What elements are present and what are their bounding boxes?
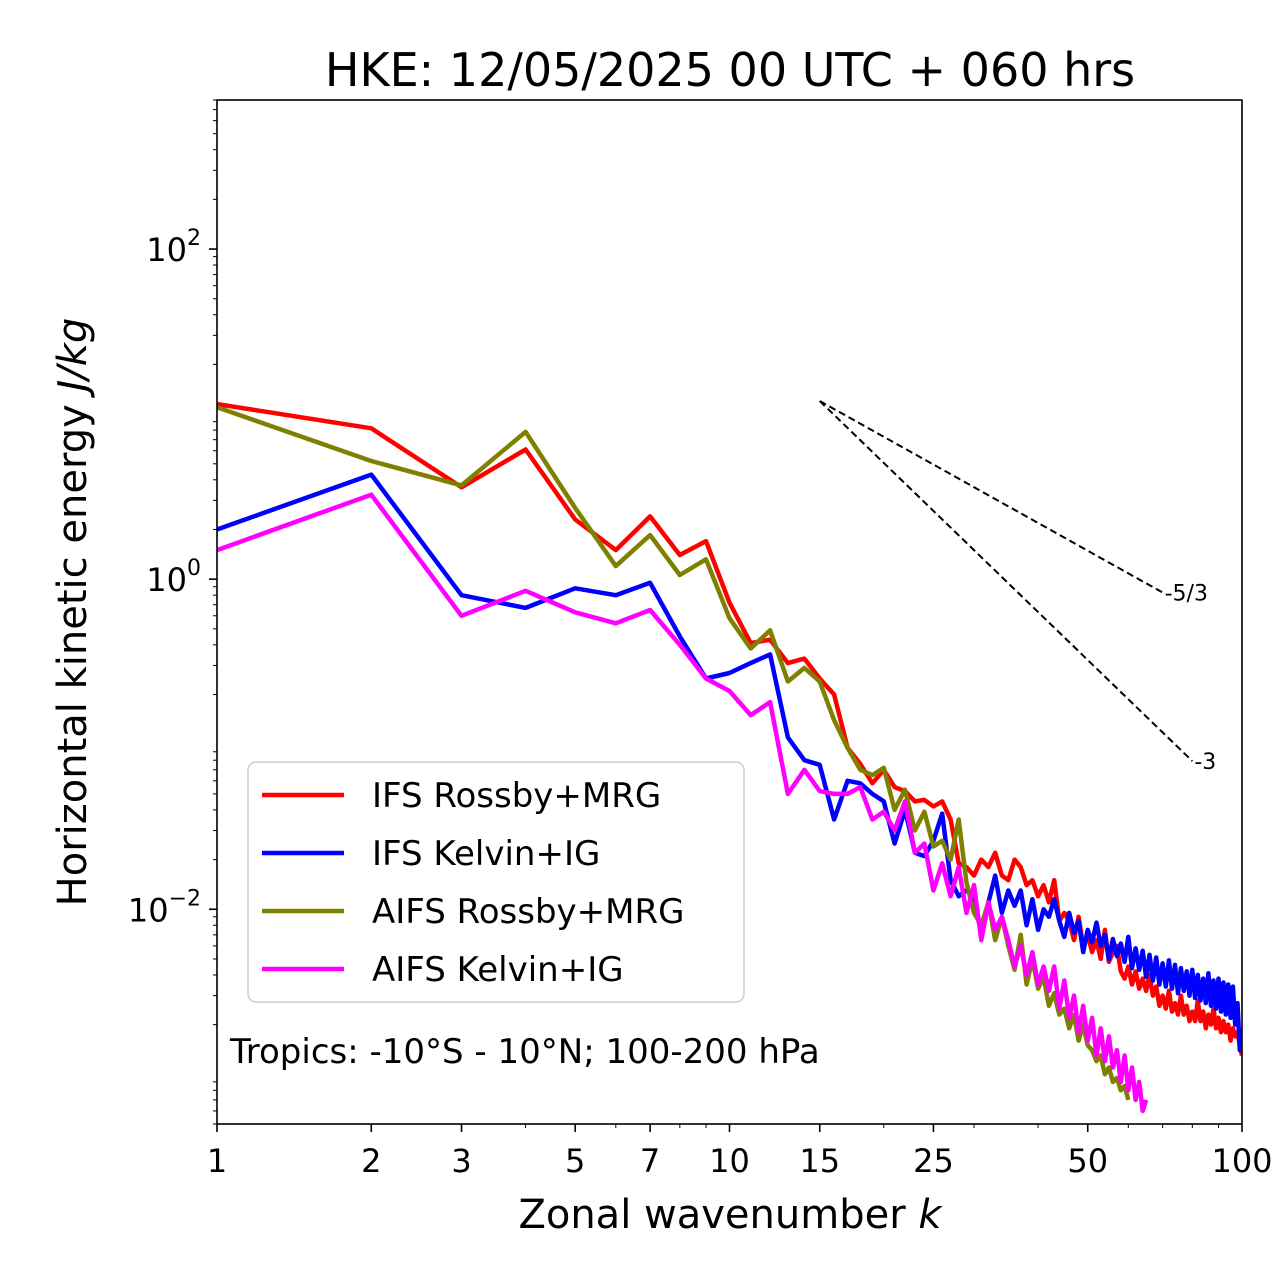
x-tick-label: 100 — [1211, 1142, 1272, 1180]
series-line — [217, 472, 1242, 1053]
reference-slope-labels: -5/3 -3 — [1165, 582, 1217, 776]
x-tick-label: 1 — [207, 1142, 227, 1180]
legend-label: AIFS Kelvin+IG — [372, 950, 624, 990]
series-lines — [217, 401, 1242, 1114]
y-axis-ticks: 10−2 100 102 — [128, 226, 217, 929]
y-axis-label: Horizontal kinetic energy J/kg — [50, 318, 96, 907]
x-tick-label: 5 — [565, 1142, 585, 1180]
chart-title: HKE: 12/05/2025 00 UTC + 060 hrs — [325, 43, 1135, 97]
x-tick-label: 3 — [451, 1142, 471, 1180]
series-line — [217, 492, 1149, 1114]
x-tick-label: 2 — [361, 1142, 381, 1180]
reference-slope-line — [819, 400, 1194, 762]
x-axis-ticks: 1 2 3 5 7 10 15 25 50 100 — [207, 1124, 1273, 1180]
reference-slope-label: -3 — [1194, 750, 1216, 775]
y-tick-label: 10−2 — [128, 886, 201, 929]
reference-slope-label: -5/3 — [1165, 582, 1208, 607]
legend-label: IFS Kelvin+IG — [372, 834, 600, 874]
x-tick-label: 7 — [640, 1142, 660, 1180]
y-tick-label: 102 — [146, 226, 201, 269]
legend: IFS Rossby+MRG IFS Kelvin+IG AIFS Rossby+M… — [247, 761, 745, 1003]
x-tick-label: 25 — [913, 1142, 954, 1180]
legend-label: IFS Rossby+MRG — [372, 776, 661, 816]
reference-slope-lines — [819, 400, 1194, 762]
x-tick-label: 50 — [1067, 1142, 1108, 1180]
x-tick-label: 15 — [799, 1142, 840, 1180]
region-annotation: Tropics: -10°S - 10°N; 100-200 hPa — [229, 1032, 820, 1072]
x-tick-label: 10 — [709, 1142, 750, 1180]
legend-label: AIFS Rossby+MRG — [372, 892, 684, 932]
y-tick-label: 100 — [146, 556, 201, 599]
x-axis-label: Zonal wavenumber k — [518, 1192, 943, 1238]
legend-box — [247, 761, 745, 1003]
